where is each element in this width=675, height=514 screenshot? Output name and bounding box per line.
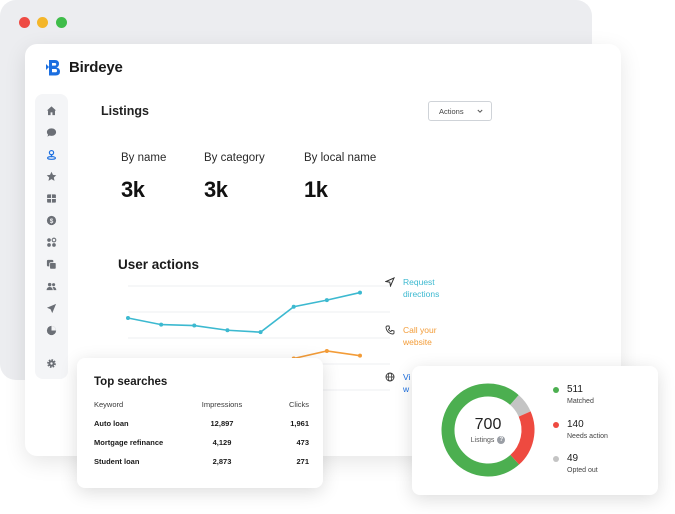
- pie-chart-icon[interactable]: [46, 325, 57, 336]
- legend-label: website: [403, 337, 432, 347]
- data-point[interactable]: [324, 348, 329, 353]
- actions-dropdown[interactable]: Actions: [428, 101, 492, 121]
- sidebar: $: [35, 94, 68, 379]
- data-point[interactable]: [258, 330, 263, 335]
- chevron-down-icon: [477, 109, 483, 113]
- matched-label: Matched: [567, 398, 594, 405]
- needs-action-dot: [553, 422, 559, 428]
- stat-label: By name: [121, 152, 167, 164]
- listings-total: 700: [474, 416, 502, 433]
- phone-icon: [385, 325, 395, 335]
- opted-out-dot: [553, 456, 559, 462]
- impressions-cell: 4,129: [212, 438, 232, 447]
- star-icon[interactable]: [46, 171, 57, 182]
- legend-call-website[interactable]: Call your website: [385, 324, 437, 348]
- matched-count: 511: [567, 384, 583, 395]
- stat-label: By local name: [304, 152, 377, 164]
- top-searches-title: Top searches: [94, 376, 168, 388]
- dollar-icon[interactable]: $: [46, 215, 57, 226]
- listings-label-text: Listings: [470, 436, 495, 444]
- keyword-cell: Auto loan: [94, 419, 129, 428]
- stat-value: 3k: [121, 177, 145, 202]
- listings-donut-chart: [438, 380, 538, 480]
- close-window-dot[interactable]: [19, 17, 30, 28]
- svg-text:$: $: [50, 218, 54, 225]
- column-header-keyword[interactable]: Keyword: [94, 400, 124, 409]
- data-point[interactable]: [291, 304, 296, 309]
- opted-out-count: 49: [567, 453, 579, 464]
- brand-name: Birdeye: [69, 59, 123, 76]
- needs-action-label: Needs action: [567, 433, 608, 440]
- legend-visit-website[interactable]: Vi w: [385, 371, 410, 395]
- chat-icon[interactable]: [46, 127, 57, 138]
- keyword-cell: Mortgage refinance: [94, 438, 164, 447]
- clicks-cell: 271: [296, 457, 309, 466]
- donut-segment[interactable]: [438, 380, 538, 480]
- series-line: [127, 291, 361, 333]
- clicks-cell: 1,961: [290, 419, 309, 428]
- location-pin-icon[interactable]: [46, 149, 57, 160]
- stat-by-name: By name 3k: [121, 152, 166, 203]
- data-point[interactable]: [358, 353, 362, 358]
- listings-total-label: Listings ?: [471, 436, 506, 444]
- home-icon[interactable]: [46, 105, 57, 116]
- page-title: Listings: [101, 104, 149, 118]
- legend-label: w: [403, 384, 410, 394]
- impressions-cell: 12,897: [210, 419, 234, 428]
- brand-logo[interactable]: Birdeye: [46, 58, 123, 77]
- legend-label: Call your: [403, 325, 437, 335]
- settings-icon[interactable]: [46, 358, 57, 369]
- apps-icon[interactable]: [46, 237, 57, 248]
- stat-label: By category: [204, 152, 265, 164]
- data-point[interactable]: [126, 316, 130, 321]
- data-point[interactable]: [225, 328, 230, 333]
- send-icon[interactable]: [46, 303, 57, 314]
- column-header-impressions[interactable]: Impressions: [201, 400, 243, 409]
- needs-action-count: 140: [567, 419, 584, 430]
- data-point[interactable]: [358, 290, 362, 295]
- copy-icon[interactable]: [46, 259, 57, 270]
- info-icon[interactable]: ?: [497, 436, 506, 444]
- navigation-arrow-icon: [385, 277, 395, 287]
- data-point[interactable]: [159, 322, 164, 327]
- people-icon[interactable]: [46, 281, 57, 292]
- matched-dot: [553, 387, 559, 393]
- stat-value: 3k: [204, 177, 228, 202]
- column-header-clicks[interactable]: Clicks: [289, 400, 309, 409]
- opted-out-label: Opted out: [567, 467, 598, 474]
- top-searches-card: Top searches Keyword Impressions Clicks …: [77, 358, 323, 488]
- data-point[interactable]: [192, 323, 197, 328]
- minimize-window-dot[interactable]: [37, 17, 48, 28]
- impressions-cell: 2,873: [212, 457, 232, 466]
- legend-label: Vi: [403, 372, 411, 382]
- main-header: Listings Actions: [82, 94, 610, 136]
- keyword-cell: Student loan: [94, 457, 140, 466]
- clicks-cell: 473: [296, 438, 309, 447]
- donut-segment[interactable]: [438, 380, 538, 480]
- stat-by-category: By category 3k: [204, 152, 265, 203]
- stat-by-local-name: By local name 1k: [304, 152, 376, 203]
- user-actions-title: User actions: [118, 257, 200, 272]
- globe-icon: [385, 372, 395, 382]
- legend-request-directions[interactable]: Request directions: [385, 276, 439, 300]
- birdeye-logo-icon: [46, 60, 60, 76]
- donut-center: 700 Listings ?: [438, 380, 538, 480]
- legend-label: Request: [403, 277, 435, 287]
- data-point[interactable]: [324, 298, 329, 303]
- gift-icon[interactable]: [46, 193, 57, 204]
- listings-summary-card: 700 Listings ? 511 Matched 140 Needs act…: [412, 366, 658, 495]
- legend-label: directions: [403, 289, 440, 299]
- maximize-window-dot[interactable]: [56, 17, 67, 28]
- stat-value: 1k: [304, 177, 328, 202]
- actions-label: Actions: [439, 106, 464, 116]
